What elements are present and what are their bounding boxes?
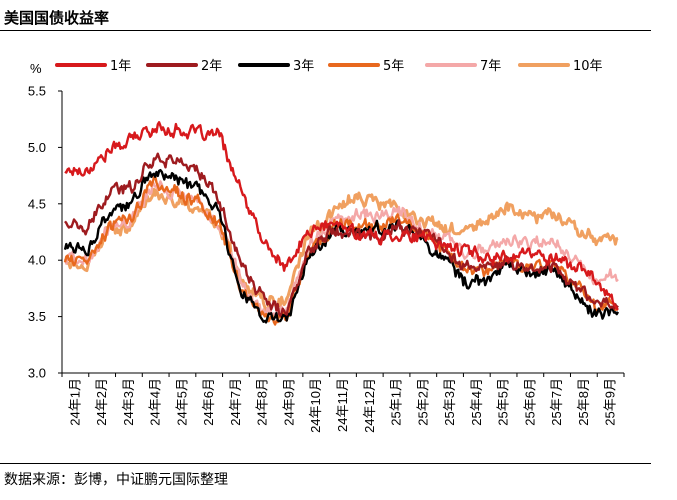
- y-tick-label: 4.0: [28, 253, 46, 268]
- x-tick-label: 24年1月: [67, 378, 82, 426]
- x-tick-label: 25年7月: [549, 378, 564, 426]
- series-line-3年: [63, 168, 620, 324]
- x-tick-label: 24年3月: [121, 378, 136, 426]
- x-tick-label: 24年5月: [174, 378, 189, 426]
- legend-label: 7年: [480, 59, 501, 74]
- x-tick-label: 25年2月: [415, 378, 430, 426]
- chart-title: 美国国债收益率: [4, 9, 110, 27]
- x-tick-label: 24年9月: [281, 378, 296, 426]
- axes: 5.5 5.0 4.5 4.0 3.5 3.0 24年1月 24年2月 24年3月 24年4月 24…: [28, 84, 625, 433]
- x-tick-label: 25年4月: [469, 378, 484, 426]
- x-tick-label: 25年9月: [603, 378, 618, 426]
- y-unit-label: %: [30, 61, 42, 76]
- legend-label: 5年: [383, 59, 404, 74]
- x-tick-label: 25年5月: [496, 378, 511, 426]
- x-tick-label: 25年1月: [389, 378, 404, 426]
- title-divider: [0, 30, 651, 31]
- x-tick-label: 24年6月: [201, 378, 216, 426]
- y-tick-label: 3.0: [28, 366, 46, 381]
- x-tick-label: 24年12月: [362, 378, 377, 433]
- series-line-10年: [63, 187, 619, 312]
- x-tick-label: 24年8月: [255, 378, 270, 426]
- series-lines: [63, 121, 620, 326]
- legend-label: 1年: [110, 59, 131, 74]
- x-tick-label: 25年6月: [522, 378, 537, 426]
- x-tick-label: 24年10月: [308, 378, 323, 433]
- y-tick-label: 5.0: [28, 140, 46, 155]
- x-tick-label: 25年3月: [442, 378, 457, 426]
- series-line-2年: [64, 152, 619, 317]
- x-tick-label: 24年2月: [94, 378, 109, 426]
- legend-label: 2年: [201, 59, 222, 74]
- x-tick-label: 24年7月: [228, 378, 243, 426]
- source-divider: [0, 463, 651, 464]
- x-tick-label: 24年11月: [335, 378, 350, 432]
- legend: 1年 2年 3年 5年 7年 10年: [55, 59, 603, 74]
- x-tick-label: 24年4月: [148, 378, 163, 426]
- data-source: 数据来源：彭博，中证鹏元国际整理: [4, 472, 228, 488]
- legend-label: 10年: [573, 59, 603, 74]
- series-line-1年: [64, 121, 619, 311]
- x-tick-label: 25年8月: [576, 378, 591, 426]
- y-tick-label: 5.5: [28, 84, 46, 99]
- legend-label: 3年: [293, 59, 314, 74]
- y-tick-label: 3.5: [28, 309, 46, 324]
- y-tick-label: 4.5: [28, 196, 46, 211]
